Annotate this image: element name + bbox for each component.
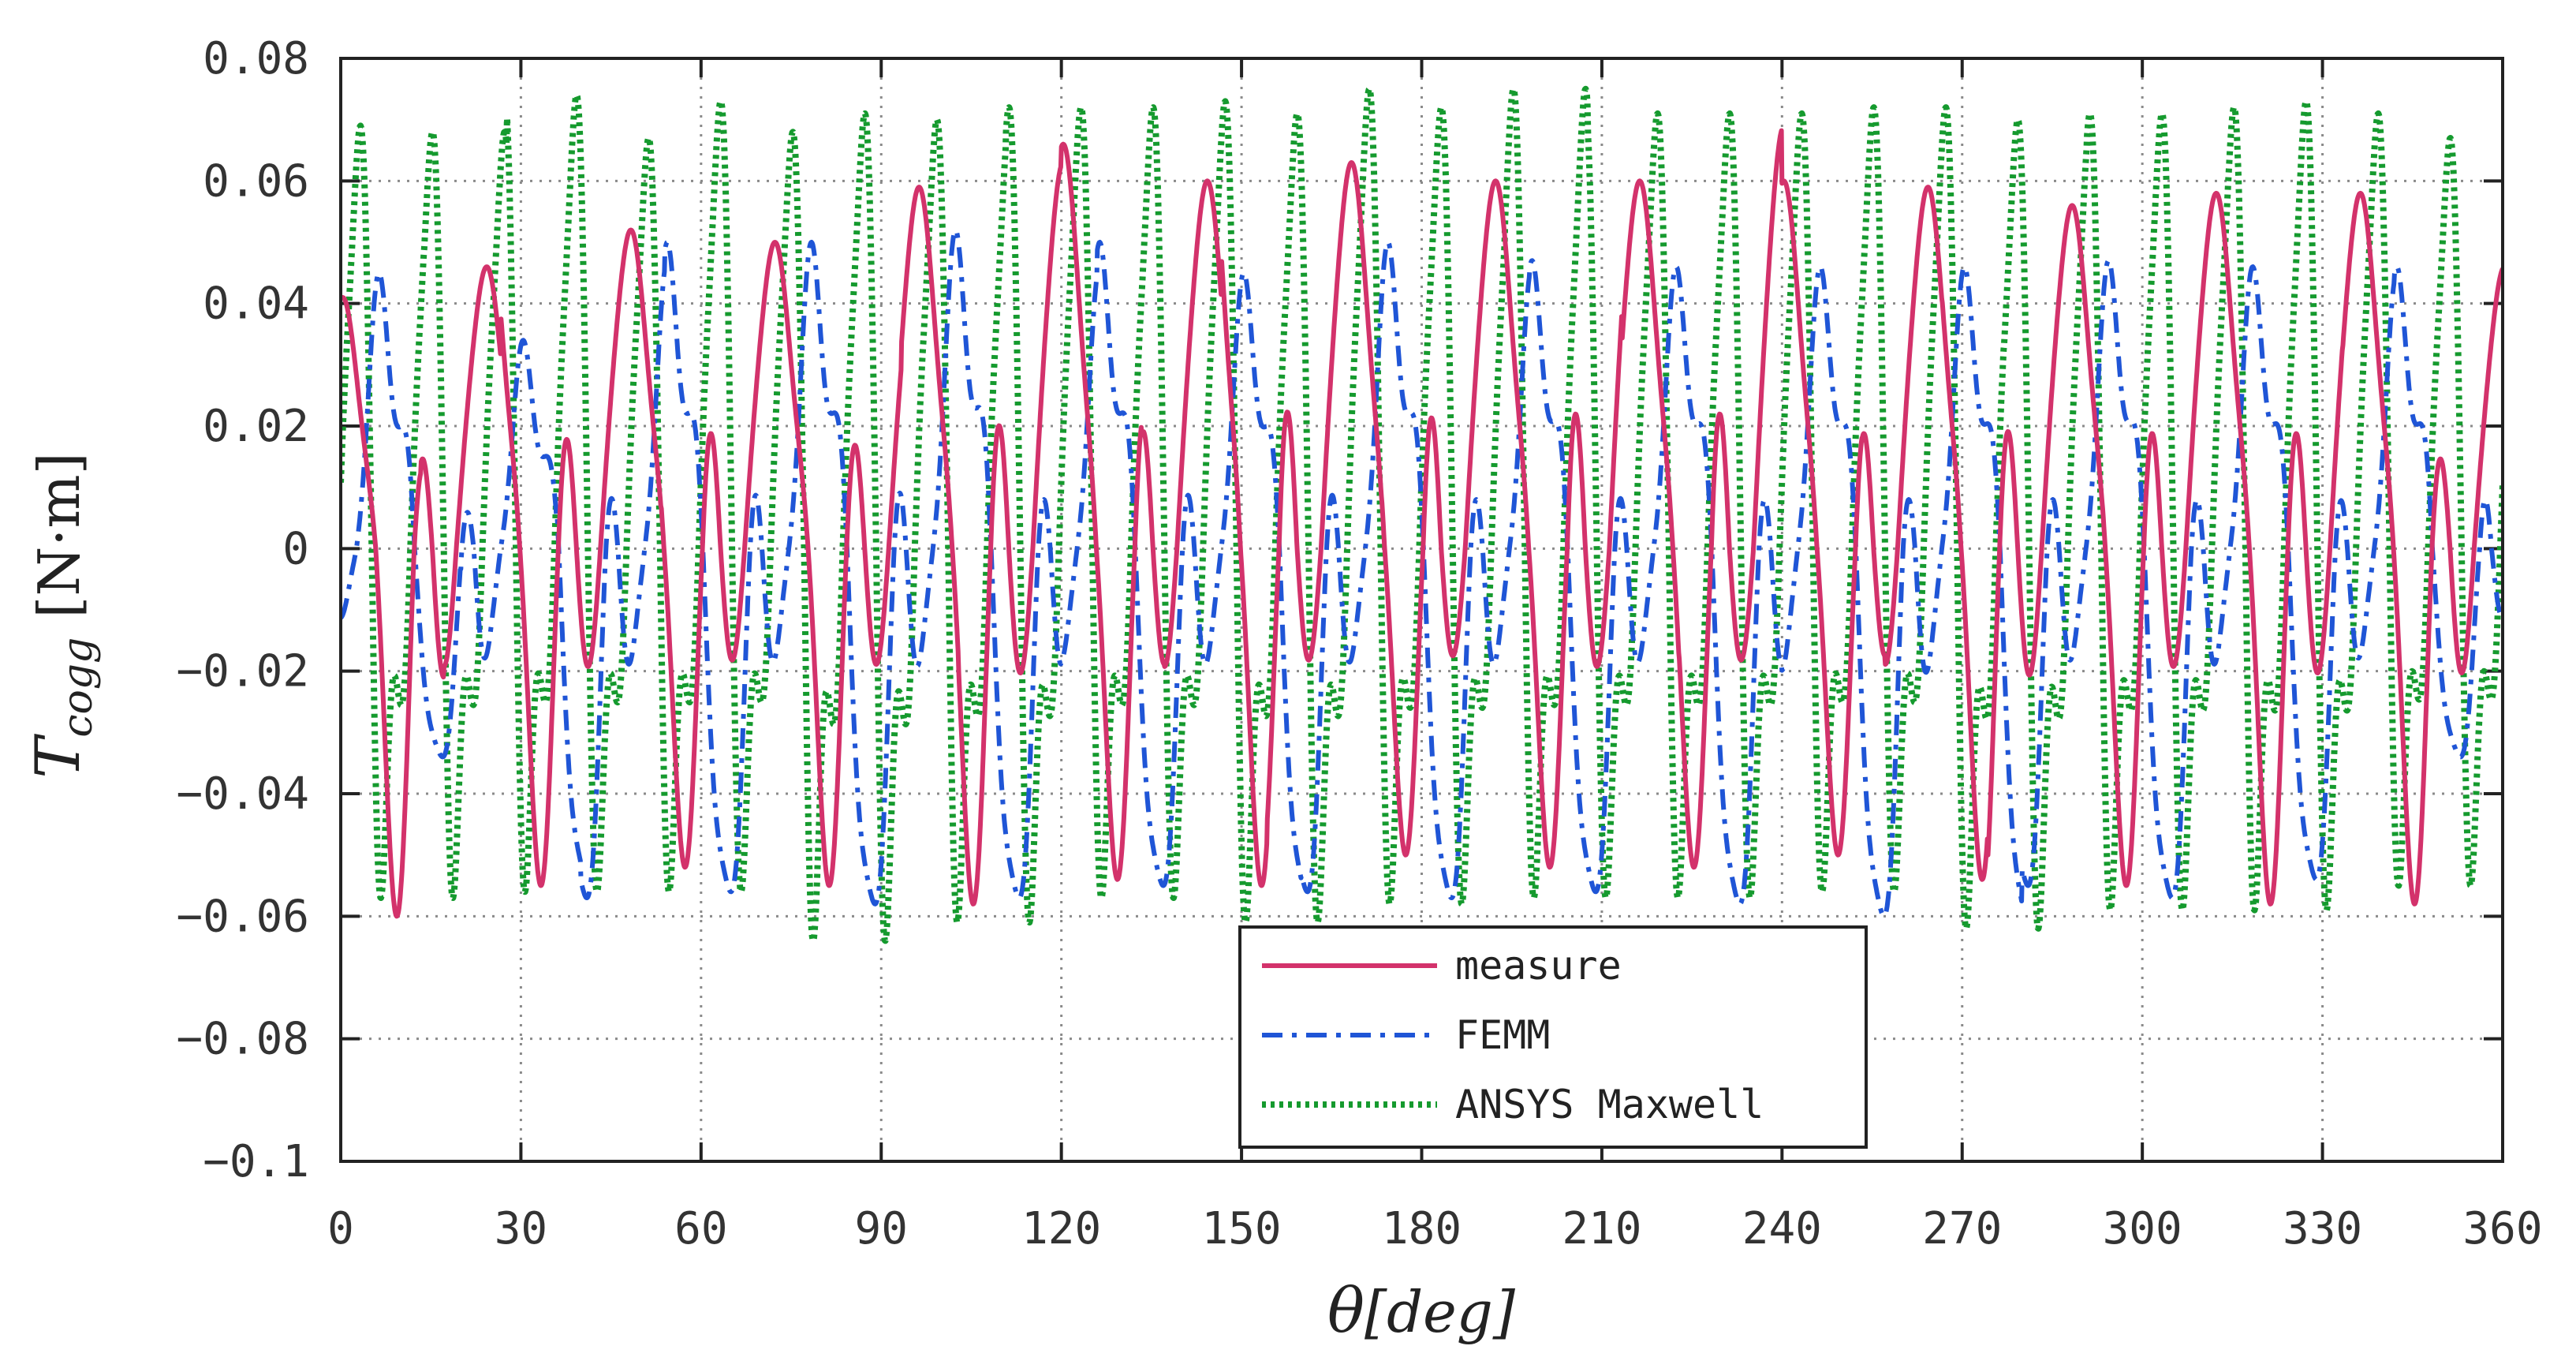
x-tick-label: 30 [495,1203,547,1254]
x-tick-label: 300 [2103,1203,2182,1254]
y-tick-label: −0.08 [176,1014,309,1065]
series-line-measure [341,128,2503,919]
x-tick-label: 240 [1742,1203,1822,1254]
x-tick-label: 210 [1562,1203,1641,1254]
plot-frame [339,57,2504,1163]
x-tick-label: 360 [2462,1203,2542,1254]
y-tick-label: −0.04 [176,768,309,820]
x-axis-ticks: 0 30 60 90 120 150 180 210 240 270 300 330 360 [327,58,2543,1254]
x-tick-label: 0 [327,1203,354,1254]
legend-label-femm: FEMM [1455,1012,1550,1058]
y-tick-label: 0.04 [203,279,309,330]
y-tick-label: −0.1 [203,1136,309,1187]
x-tick-label: 90 [855,1203,908,1254]
x-tick-label: 150 [1202,1203,1282,1254]
legend: measure FEMM ANSYS Maxwell [1238,925,1868,1149]
x-tick-label: 180 [1382,1203,1462,1254]
y-axis-label: Tcogg[N·m] [23,452,102,778]
y-tick-label: 0.06 [203,155,309,207]
y-tick-label: 0.02 [203,401,309,452]
y-axis-ticks: 0.08 0.06 0.04 0.02 0 −0.02 −0.04 −0.06 −0.08 −0.… [176,33,2503,1187]
x-tick-label: 330 [2283,1203,2362,1254]
y-tick-label: 0.08 [203,33,309,84]
series-group [341,85,2503,944]
y-tick-label: 0 [282,523,309,574]
legend-label-ansys-maxwell: ANSYS Maxwell [1455,1082,1764,1127]
y-tick-label: −0.06 [176,891,309,942]
x-axis-label: θ[deg] [1327,1276,1516,1347]
x-tick-label: 120 [1021,1203,1101,1254]
y-tick-label: −0.02 [176,646,309,697]
x-tick-label: 60 [674,1203,727,1254]
series-line-femm [341,227,2503,919]
legend-label-measure: measure [1455,943,1622,989]
x-tick-label: 270 [1922,1203,2002,1254]
